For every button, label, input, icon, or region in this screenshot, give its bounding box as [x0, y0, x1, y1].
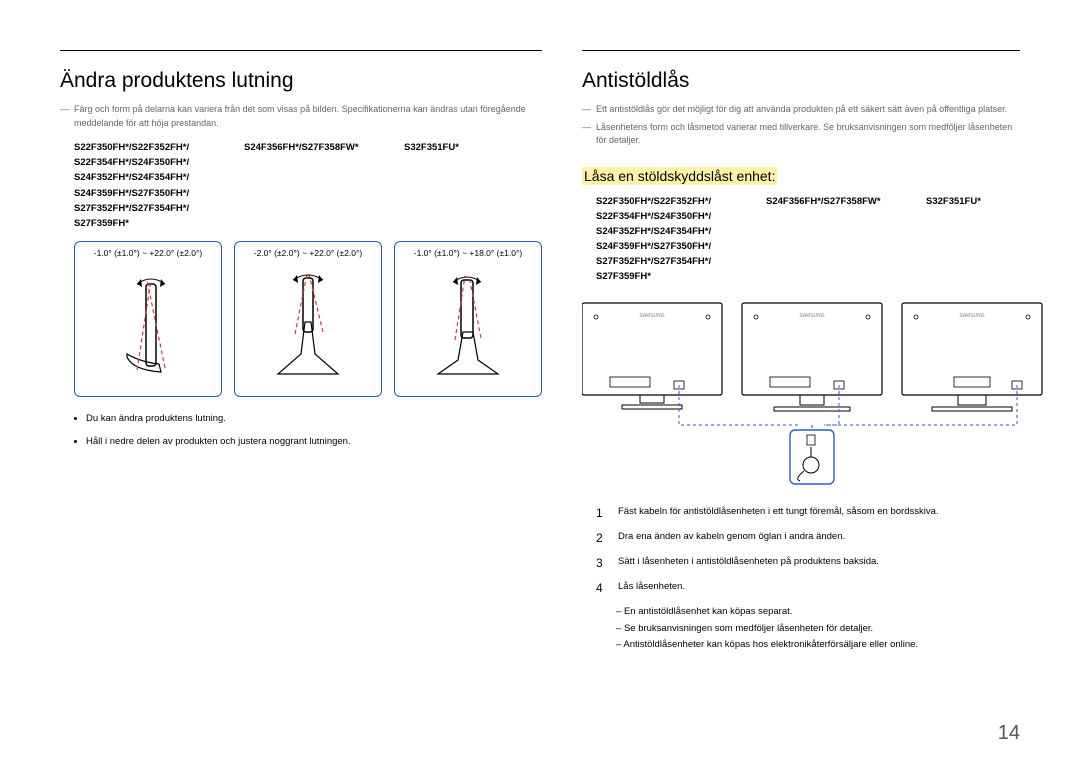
- models-row-right: S22F350FH*/S22F352FH*/S22F354FH*/S24F350…: [582, 194, 1020, 285]
- right-column: Antistöldlås Ett antistöldlås gör det mö…: [582, 50, 1020, 653]
- sub-notes: En antistöldlåsenhet kan köpas separat. …: [582, 604, 1020, 652]
- svg-text:SAMSUNG: SAMSUNG: [959, 313, 984, 319]
- svg-text:SAMSUNG: SAMSUNG: [639, 313, 664, 319]
- monitors-svg: SAMSUNG SAMSUNG SAMSUNG: [582, 295, 1062, 485]
- rule-top-left: [60, 50, 542, 51]
- note-lock-1: Ett antistöldlås gör det möjligt för dig…: [582, 103, 1020, 117]
- sub-1: En antistöldlåsenhet kan köpas separat.: [616, 604, 1020, 620]
- tilt-box-3: -1.0° (±1.0°) ~ +18.0° (±1.0°): [394, 241, 542, 397]
- tilt-range-2: -2.0° (±2.0°) ~ +22.0° (±2.0°): [239, 248, 377, 258]
- page: Ändra produktens lutning Färg och form p…: [0, 0, 1080, 683]
- step-1: 1Fäst kabeln för antistöldlåsenheten i e…: [596, 504, 1020, 523]
- bullet-2: Håll i nedre delen av produkten och just…: [86, 434, 542, 449]
- tilt-box-2: -2.0° (±2.0°) ~ +22.0° (±2.0°): [234, 241, 382, 397]
- step-4: 4Lås låsenheten.: [596, 579, 1020, 598]
- tilt-range-3: -1.0° (±1.0°) ~ +18.0° (±1.0°): [399, 248, 537, 258]
- bullet-list: Du kan ändra produktens lutning. Håll i …: [60, 411, 542, 449]
- step-3: 3Sätt i låsenheten i antistöldlåsenheten…: [596, 554, 1020, 573]
- model-col-r2: S24F356FH*/S27F358FW*: [766, 194, 906, 285]
- model-col-3: S32F351FU*: [404, 140, 459, 231]
- tilt-range-1: -1.0° (±1.0°) ~ +22.0° (±2.0°): [79, 248, 217, 258]
- tilt-box-1: -1.0° (±1.0°) ~ +22.0° (±2.0°): [74, 241, 222, 397]
- tilt-figure-3: [403, 262, 533, 392]
- rule-top-right: [582, 50, 1020, 51]
- bullet-1: Du kan ändra produktens lutning.: [86, 411, 542, 426]
- page-number: 14: [998, 722, 1020, 745]
- tilt-figure-2: [243, 262, 373, 392]
- heading-tilt: Ändra produktens lutning: [60, 69, 542, 93]
- model-col-2: S24F356FH*/S27F358FW*: [244, 140, 384, 231]
- subheading-lock: Låsa en stöldskyddslåst enhet:: [582, 168, 1020, 184]
- tilt-figure-1: [83, 262, 213, 392]
- model-col-1: S22F350FH*/S22F352FH*/S22F354FH*/S24F350…: [74, 140, 224, 231]
- left-column: Ändra produktens lutning Färg och form p…: [60, 50, 542, 653]
- monitors-row: SAMSUNG SAMSUNG SAMSUNG: [582, 295, 1020, 490]
- svg-text:SAMSUNG: SAMSUNG: [799, 313, 824, 319]
- heading-lock: Antistöldlås: [582, 69, 1020, 93]
- note-lock-2: Låsenhetens form och låsmetod varierar m…: [582, 121, 1020, 148]
- models-row-left: S22F350FH*/S22F352FH*/S22F354FH*/S24F350…: [60, 140, 542, 231]
- tilt-row: -1.0° (±1.0°) ~ +22.0° (±2.0°) -2.0° (±2…: [60, 241, 542, 397]
- steps-list: 1Fäst kabeln för antistöldlåsenheten i e…: [582, 504, 1020, 599]
- model-col-r3: S32F351FU*: [926, 194, 981, 285]
- note-tilt: Färg och form på delarna kan variera frå…: [60, 103, 542, 130]
- sub-3: Antistöldlåsenheter kan köpas hos elektr…: [616, 637, 1020, 653]
- step-2: 2Dra ena änden av kabeln genom öglan i a…: [596, 529, 1020, 548]
- sub-2: Se bruksanvisningen som medföljer låsenh…: [616, 621, 1020, 637]
- model-col-r1: S22F350FH*/S22F352FH*/S22F354FH*/S24F350…: [596, 194, 746, 285]
